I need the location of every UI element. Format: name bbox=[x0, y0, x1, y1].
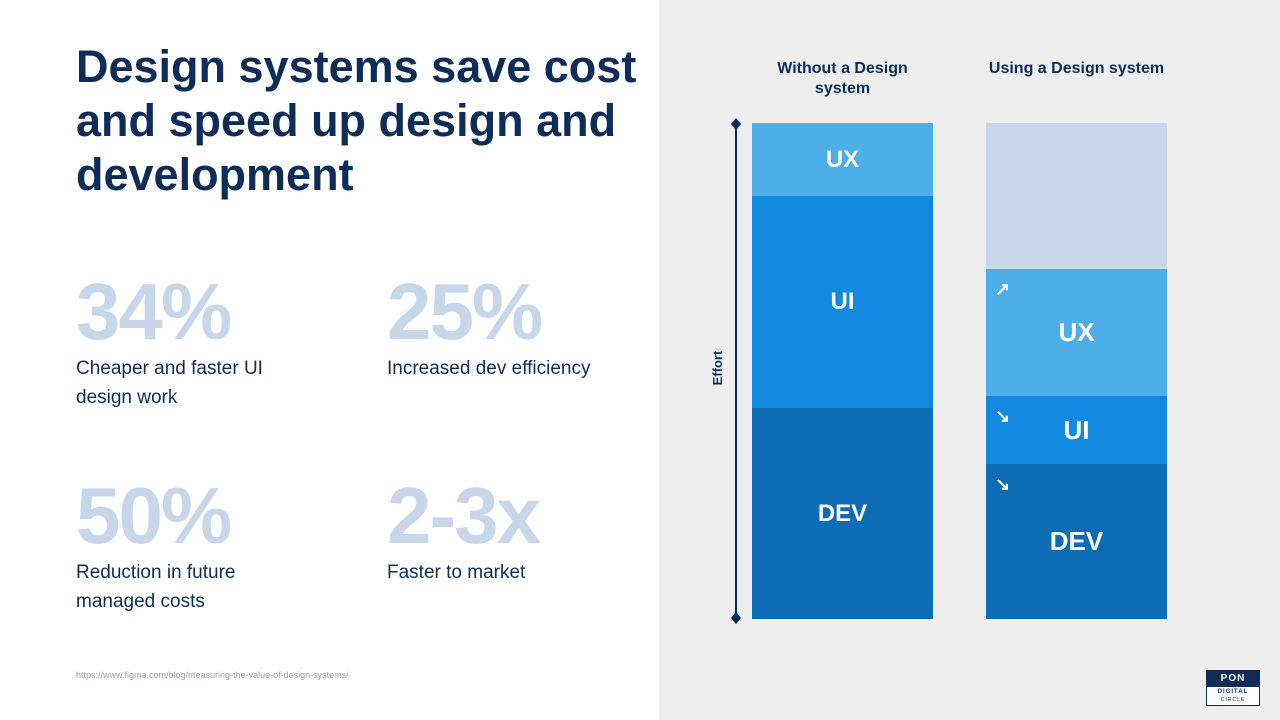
stat-value: 2-3x bbox=[387, 471, 541, 560]
segment-dev-using: DEV bbox=[986, 464, 1167, 619]
logo-brand: PON bbox=[1207, 671, 1259, 687]
stat-managed-costs: 50% Reduction in future managed costs bbox=[76, 476, 316, 616]
column-heading-without: Without a Design system bbox=[777, 60, 908, 97]
stat-cheaper-ui: 34% Cheaper and faster UI design work bbox=[76, 272, 316, 412]
segment-ux-using: UX bbox=[986, 269, 1167, 396]
left-panel: Design systems save cost and speed up de… bbox=[76, 41, 637, 680]
axis-label: Effort bbox=[710, 350, 725, 386]
segment-ui-without: UI bbox=[752, 196, 933, 408]
stat-label: Faster to market bbox=[387, 562, 526, 583]
logo-line2: CIRCLE bbox=[1220, 697, 1246, 703]
column-heading-using: Using a Design system bbox=[988, 60, 1165, 77]
stat-label: Cheaper and faster UI design work bbox=[76, 358, 263, 408]
stat-value: 25% bbox=[387, 267, 543, 356]
stat-value: 34% bbox=[76, 267, 232, 356]
segment-ui-using: UI bbox=[986, 396, 1167, 464]
pon-digital-circle-logo: PON DIGITAL CIRCLE bbox=[1206, 670, 1260, 706]
source-link[interactable]: https://www.figma.com/blog/measuring-the… bbox=[76, 670, 349, 680]
effort-axis bbox=[731, 118, 741, 624]
page-title: Design systems save cost and speed up de… bbox=[76, 41, 637, 200]
stat-dev-efficiency: 25% Increased dev efficiency bbox=[387, 272, 627, 383]
segment-ux-without: UX bbox=[752, 123, 933, 196]
stat-label: Increased dev efficiency bbox=[387, 358, 591, 379]
arrow-down-right-icon: ↘ bbox=[995, 406, 1011, 426]
stat-faster-market: 2-3x Faster to market bbox=[387, 476, 627, 587]
axis-top-marker bbox=[731, 118, 741, 130]
segment-saved-effort bbox=[986, 123, 1167, 269]
arrow-down-right-icon: ↘ bbox=[995, 474, 1011, 494]
axis-bottom-marker bbox=[731, 612, 741, 624]
stat-label: Reduction in future managed costs bbox=[76, 562, 236, 612]
segment-dev-without: DEV bbox=[752, 408, 933, 619]
stat-value: 50% bbox=[76, 471, 232, 560]
logo-line1: DIGITAL bbox=[1217, 689, 1249, 695]
arrow-up-right-icon: ↗ bbox=[995, 279, 1011, 299]
